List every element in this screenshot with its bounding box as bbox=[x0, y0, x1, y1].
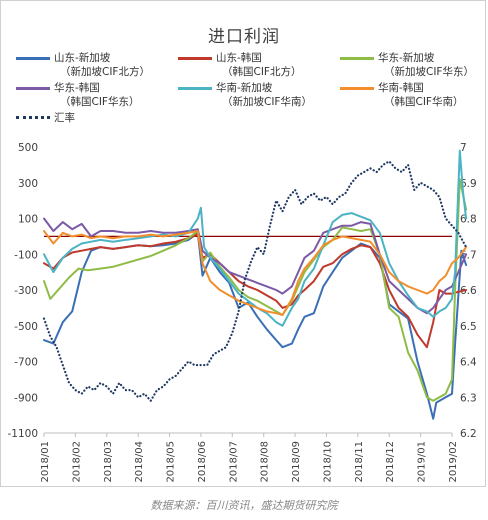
x-tick-label: 2018/02 bbox=[71, 441, 82, 483]
legend-swatch bbox=[340, 87, 374, 90]
y-right-tick-label: 6.9 bbox=[460, 178, 477, 190]
y-left-tick-label: -1100 bbox=[7, 428, 38, 440]
y-right-tick-label: 7 bbox=[460, 142, 467, 154]
legend-swatch bbox=[178, 87, 212, 90]
x-tick-label: 2019/01 bbox=[417, 441, 428, 483]
y-left-tick-label: 300 bbox=[18, 178, 38, 190]
legend-sublabel: （新加坡CIF华东） bbox=[384, 66, 474, 78]
data-source-note: 数据来源：百川资讯，盛达期货研究院 bbox=[150, 499, 338, 512]
x-tick-label: 2018/08 bbox=[260, 441, 271, 483]
x-tick-label: 2018/03 bbox=[103, 441, 114, 483]
y-left-tick-label: -700 bbox=[14, 357, 38, 369]
series-line bbox=[43, 231, 468, 420]
x-tick-label: 2019/02 bbox=[448, 441, 459, 483]
legend-sublabel: （新加坡CIF北方） bbox=[60, 66, 150, 78]
y-right-tick-label: 6.3 bbox=[460, 392, 477, 404]
legend-label: 汇率 bbox=[54, 112, 75, 124]
series-line bbox=[43, 149, 468, 327]
y-right-tick-label: 6.2 bbox=[460, 428, 477, 440]
legend-swatch bbox=[178, 57, 212, 60]
legend-swatch bbox=[340, 57, 374, 60]
legend-swatch bbox=[16, 87, 50, 90]
legend-sublabel: （韩国CIF北方） bbox=[222, 66, 302, 78]
x-tick-label: 2018/10 bbox=[322, 441, 333, 483]
legend-sublabel: （新加坡CIF华南） bbox=[222, 96, 312, 108]
y-left-tick-label: 100 bbox=[18, 214, 38, 226]
y-left-tick-label: -500 bbox=[14, 321, 38, 333]
x-tick-label: 2018/04 bbox=[134, 441, 145, 483]
y-left-tick-label: -900 bbox=[14, 392, 38, 404]
series-line bbox=[43, 230, 468, 316]
legend-label: 华东-韩国 bbox=[54, 82, 100, 94]
x-tick-label: 2018/09 bbox=[291, 441, 302, 483]
series-line bbox=[42, 160, 468, 402]
legend-label: 华南-新加坡 bbox=[216, 82, 273, 94]
x-tick-label: 2018/05 bbox=[166, 441, 177, 483]
legend-sublabel: （韩国CIF华南） bbox=[384, 96, 464, 108]
legend-swatch bbox=[16, 116, 50, 119]
x-tick-label: 2018/12 bbox=[385, 441, 396, 483]
legend-label: 华东-新加坡 bbox=[378, 52, 435, 64]
legend-label: 山东-新加坡 bbox=[54, 52, 111, 64]
y-left-tick-label: 500 bbox=[18, 142, 38, 154]
y-left-tick-label: -300 bbox=[14, 285, 38, 297]
x-tick-label: 2018/06 bbox=[197, 441, 208, 483]
series-line bbox=[43, 233, 468, 349]
x-tick-label: 2018/07 bbox=[228, 441, 239, 483]
y-right-tick-label: 6.4 bbox=[460, 357, 477, 369]
y-right-tick-label: 6.8 bbox=[460, 214, 477, 226]
x-tick-label: 2018/11 bbox=[354, 441, 365, 483]
legend-label: 山东-韩国 bbox=[216, 52, 262, 64]
chart-title: 进口利润 bbox=[208, 27, 280, 47]
y-left-tick-label: -100 bbox=[14, 249, 38, 261]
series-line bbox=[43, 217, 468, 315]
legend-sublabel: （韩国CIF华东） bbox=[60, 96, 140, 108]
y-right-tick-label: 6.6 bbox=[460, 285, 477, 297]
plot-area: 500 300 100 -100 -300 -500 -700 -900 -1100 7 6.9 6.… bbox=[7, 142, 477, 483]
legend-swatch bbox=[16, 57, 50, 60]
legend-label: 华南-韩国 bbox=[378, 82, 424, 94]
y-right-tick-label: 6.5 bbox=[460, 321, 477, 333]
x-tick-label: 2018/01 bbox=[40, 441, 51, 483]
